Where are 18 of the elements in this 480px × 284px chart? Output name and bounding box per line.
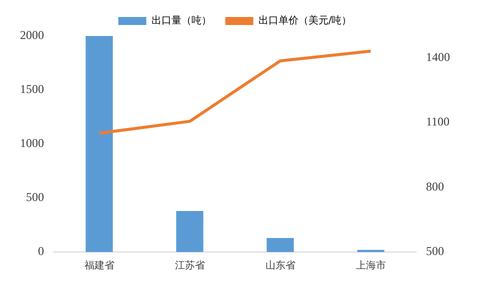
x-tick-label: 江苏省 xyxy=(174,260,205,272)
y2-tick-label: 1400 xyxy=(426,50,450,64)
legend-label: 出口单价（美元/吨） xyxy=(258,14,352,27)
bar xyxy=(266,238,294,252)
y2-tick-label: 500 xyxy=(426,244,444,258)
x-tick-label: 福建省 xyxy=(84,260,114,272)
bar xyxy=(176,210,204,252)
y-tick-label: 0 xyxy=(38,244,44,258)
y-tick-label: 1500 xyxy=(20,82,44,96)
y-tick-label: 500 xyxy=(26,190,44,204)
bar xyxy=(86,36,113,252)
y2-tick-label: 1100 xyxy=(426,114,450,129)
x-tick-label: 山东省 xyxy=(265,260,296,272)
y2-tick-label: 800 xyxy=(426,179,444,194)
y-tick-label: 2000 xyxy=(20,28,44,42)
y-tick-label: 1000 xyxy=(20,136,44,150)
x-tick-label: 上海市 xyxy=(356,260,386,272)
legend-label: 出口量（吨） xyxy=(151,14,212,27)
